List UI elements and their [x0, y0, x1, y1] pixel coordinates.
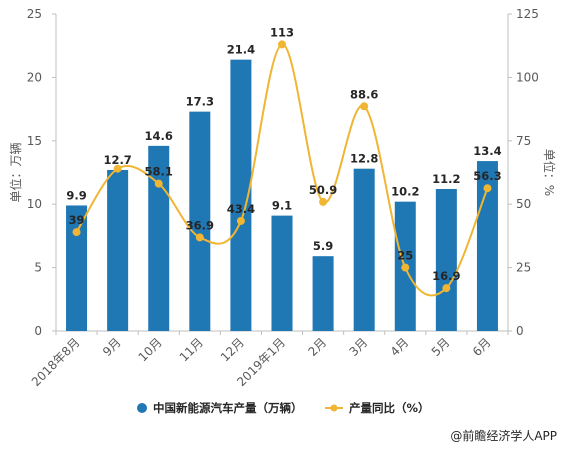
x-tick-label: 6月: [470, 335, 494, 359]
legend-marker-bar: [137, 403, 147, 413]
y2-tick-label: 0: [516, 324, 524, 338]
growth-point: [72, 228, 81, 237]
growth-point: [195, 233, 204, 242]
x-tick-label: 9月: [100, 335, 124, 359]
growth-value-label: 50.9: [309, 183, 337, 197]
x-tick-label: 10月: [136, 335, 165, 364]
y-tick-label: 15: [27, 134, 42, 148]
y-tick-label: 5: [34, 261, 42, 275]
bar: [107, 169, 129, 331]
bar: [353, 168, 375, 331]
bar-value-label: 17.3: [186, 95, 214, 109]
bar: [148, 145, 170, 331]
y-tick-label: 10: [27, 197, 42, 211]
bar-value-label: 21.4: [227, 43, 255, 57]
y2-tick-label: 75: [516, 134, 531, 148]
growth-value-label: 43.4: [227, 202, 255, 216]
x-tick-label: 12月: [218, 335, 247, 364]
x-tick-label: 2月: [305, 335, 329, 359]
bar: [66, 205, 88, 331]
bar-value-label: 11.2: [432, 172, 460, 186]
x-tick-label: 4月: [388, 335, 412, 359]
bar: [189, 111, 211, 331]
bar-value-label: 9.9: [66, 188, 86, 202]
y-axis-title: 单位：万辆: [8, 142, 23, 202]
y2-axis-title: 单位：%: [542, 149, 557, 196]
x-tick-label: 3月: [347, 335, 371, 359]
bar-value-label: 5.9: [313, 239, 333, 253]
legend-marker-dot: [330, 404, 338, 412]
growth-point: [236, 216, 245, 225]
growth-point: [113, 164, 122, 173]
y2-tick-label: 25: [516, 261, 531, 275]
bar: [230, 59, 252, 331]
growth-point: [401, 263, 410, 272]
y2-tick-label: 100: [516, 70, 539, 84]
growth-value-label: 113: [270, 25, 294, 39]
bar: [312, 256, 334, 331]
growth-value-label: 58.1: [145, 165, 173, 179]
x-tick-label: 5月: [429, 335, 453, 359]
growth-point: [319, 197, 328, 206]
bar-value-label: 14.6: [145, 129, 173, 143]
legend-label-bar: 中国新能源汽车产量（万辆）: [153, 401, 303, 415]
bar-value-label: 9.1: [272, 199, 292, 213]
bar-value-label: 13.4: [473, 144, 501, 158]
y2-tick-label: 50: [516, 197, 531, 211]
bar-value-label: 10.2: [391, 185, 419, 199]
growth-value-label: 16.9: [432, 269, 460, 283]
bar: [435, 188, 457, 331]
y2-tick-label: 125: [516, 7, 539, 21]
bar: [271, 215, 293, 331]
growth-point: [442, 284, 451, 293]
bar-value-label: 12.7: [103, 153, 131, 167]
source-note: @前瞻经济学人APP: [450, 429, 557, 443]
growth-point: [483, 184, 492, 193]
growth-value-label: 39: [69, 213, 85, 227]
growth-value-label: 88.6: [350, 87, 378, 101]
x-tick-label: 11月: [177, 335, 206, 364]
growth-value-label: 25: [397, 249, 413, 263]
growth-point: [154, 179, 163, 188]
growth-point: [278, 40, 286, 49]
y-tick-label: 20: [27, 70, 42, 84]
y-tick-label: 25: [27, 7, 42, 21]
growth-value-label: 36.9: [186, 218, 214, 232]
legend-label-line: 产量同比（%）: [349, 401, 430, 415]
growth-value-label: 56.3: [473, 169, 501, 183]
y-tick-label: 0: [34, 324, 42, 338]
x-tick-label: 2018年8月: [29, 335, 83, 389]
growth-point: [360, 102, 369, 111]
bar-value-label: 12.8: [350, 152, 378, 166]
